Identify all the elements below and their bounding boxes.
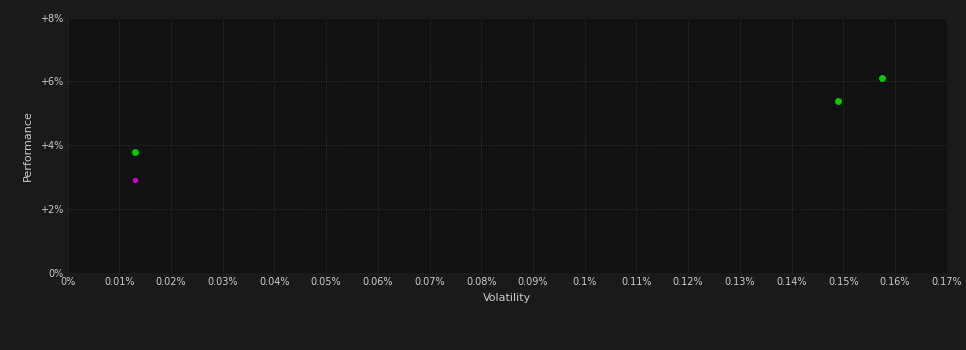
Y-axis label: Performance: Performance xyxy=(23,110,33,181)
Point xyxy=(831,98,846,103)
Point xyxy=(128,177,143,183)
Point xyxy=(874,75,890,81)
Point xyxy=(128,149,143,154)
X-axis label: Volatility: Volatility xyxy=(483,293,531,303)
